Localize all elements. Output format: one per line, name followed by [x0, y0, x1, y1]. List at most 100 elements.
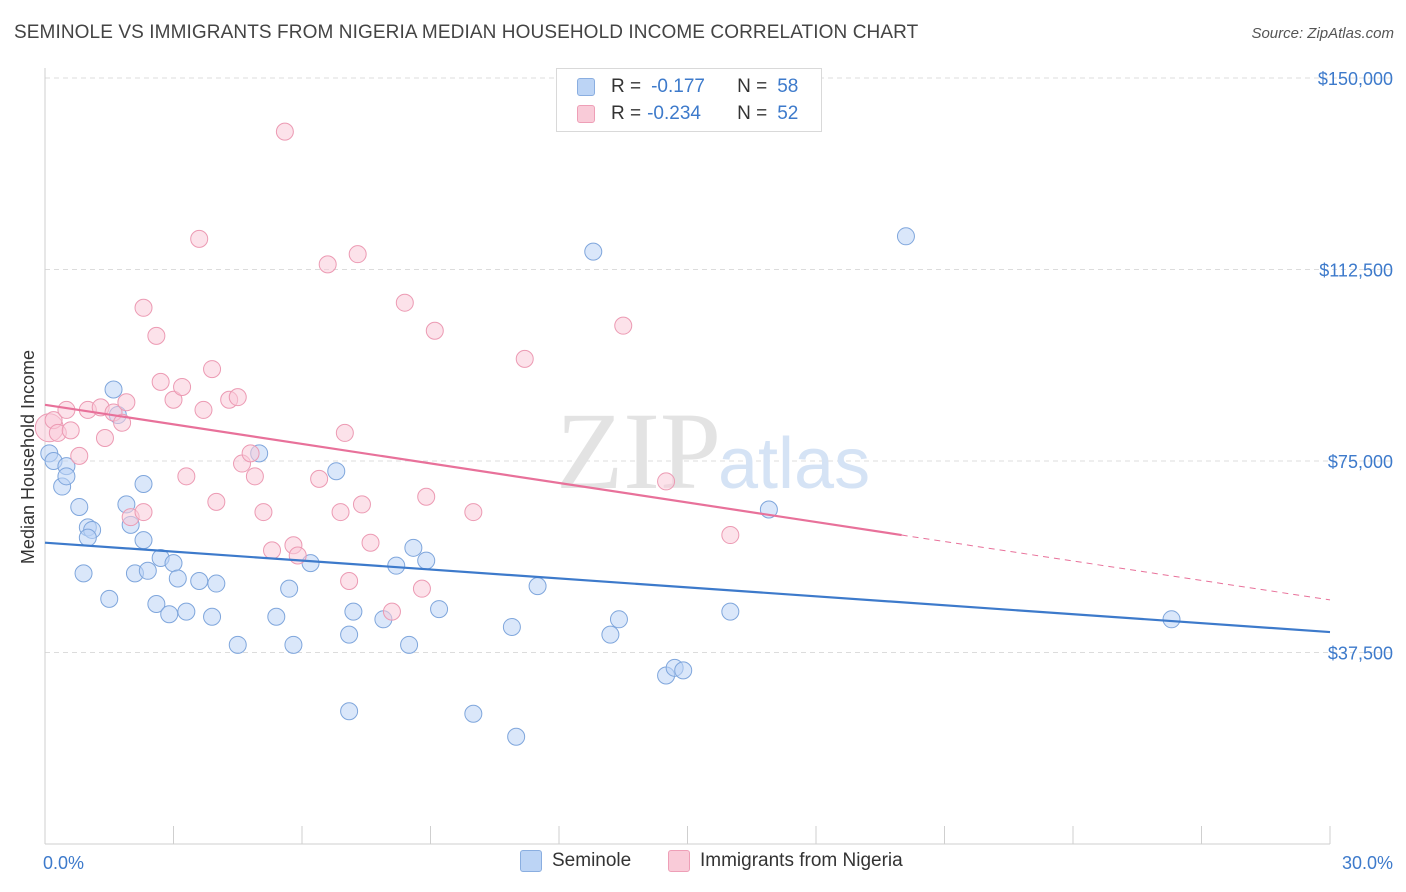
- nigeria-point: [70, 446, 89, 465]
- legend-r-value: -0.177: [651, 76, 705, 97]
- data-points: [34, 122, 1181, 746]
- series-legend: Seminole Immigrants from Nigeria: [0, 850, 1406, 878]
- nigeria-point: [245, 467, 264, 486]
- nigeria-point: [263, 541, 282, 560]
- nigeria-point: [203, 360, 222, 379]
- seminole-point: [228, 635, 247, 654]
- seminole-point: [721, 602, 740, 621]
- chart-title: SEMINOLE VS IMMIGRANTS FROM NIGERIA MEDI…: [14, 22, 919, 43]
- legend-swatch-nigeria: [577, 105, 595, 123]
- nigeria-point: [275, 122, 294, 141]
- x-tick-label: 0.0%: [43, 853, 84, 873]
- nigeria-point: [395, 293, 414, 312]
- nigeria-point: [113, 413, 132, 432]
- nigeria-point: [361, 533, 380, 552]
- seminole-point: [502, 617, 521, 636]
- seminole-point: [134, 531, 153, 550]
- nigeria-trend-line: [44, 403, 902, 537]
- nigeria-point: [464, 503, 483, 522]
- nigeria-point: [382, 602, 401, 621]
- seminole-point: [78, 528, 97, 547]
- legend-swatch-seminole: [577, 78, 595, 96]
- y-tick-labels: $37,500 $75,000 $112,500 $150,000: [1318, 69, 1393, 664]
- legend-n-label: N =: [737, 103, 768, 124]
- seminole-point: [528, 577, 547, 596]
- seminole-point: [327, 462, 346, 481]
- nigeria-point: [164, 390, 183, 409]
- nigeria-point: [425, 321, 444, 340]
- seminole-point: [507, 727, 526, 746]
- seminole-point: [601, 625, 620, 644]
- seminole-point: [164, 554, 183, 573]
- legend-n-value: 58: [777, 76, 799, 97]
- series-legend-nigeria[interactable]: Immigrants from Nigeria: [668, 850, 903, 872]
- x-tick-labels: 0.0% 30.0%: [43, 853, 1393, 873]
- legend-n-label: N =: [737, 76, 768, 97]
- nigeria-point: [657, 472, 676, 491]
- nigeria-trend-extension: [901, 534, 1331, 601]
- seminole-point: [404, 538, 423, 557]
- seminole-point: [584, 242, 603, 261]
- nigeria-point: [310, 469, 329, 488]
- seminole-point: [104, 380, 123, 399]
- seminole-point: [134, 474, 153, 493]
- nigeria-point: [117, 393, 136, 412]
- legend-row-seminole: R = -0.177 N = 58: [577, 74, 798, 100]
- series-name-nigeria: Immigrants from Nigeria: [700, 850, 903, 871]
- seminole-point: [674, 661, 693, 680]
- series-name-seminole: Seminole: [552, 850, 632, 871]
- stats-legend: R = -0.177 N = 58 R = -0.234 N = 52: [556, 68, 822, 132]
- trend-lines: [44, 403, 1331, 634]
- seminole-point: [267, 607, 286, 626]
- nigeria-point: [335, 423, 354, 442]
- nigeria-point: [721, 526, 740, 545]
- nigeria-point: [318, 255, 337, 274]
- y-tick-label: $37,500: [1328, 644, 1393, 664]
- watermark-atlas: atlas: [718, 424, 870, 504]
- seminole-point: [430, 600, 449, 619]
- nigeria-point: [151, 372, 170, 391]
- watermark-zip: ZIP: [556, 390, 721, 512]
- nigeria-point: [177, 467, 196, 486]
- nigeria-point: [348, 245, 367, 264]
- seminole-point: [177, 602, 196, 621]
- seminole-point: [464, 704, 483, 723]
- seminole-point: [74, 564, 93, 583]
- seminole-point: [190, 572, 209, 591]
- nigeria-point: [61, 421, 80, 440]
- x-tick-label: 30.0%: [1342, 853, 1393, 873]
- y-tick-label: $150,000: [1318, 69, 1393, 89]
- seminole-point: [400, 635, 419, 654]
- seminole-point: [1162, 610, 1181, 629]
- nigeria-point: [352, 495, 371, 514]
- seminole-point: [609, 610, 628, 629]
- y-tick-label: $112,500: [1319, 261, 1393, 281]
- y-axis-label: Median Household Income: [18, 350, 38, 564]
- source-label: Source: ZipAtlas.com: [1251, 25, 1394, 42]
- nigeria-point: [95, 429, 114, 448]
- legend-row-nigeria: R = -0.234 N = 52: [577, 101, 798, 127]
- watermark: ZIP atlas: [556, 390, 870, 512]
- series-legend-seminole[interactable]: Seminole: [520, 850, 631, 872]
- nigeria-point: [340, 572, 359, 591]
- seminole-point: [340, 625, 359, 644]
- nigeria-point: [134, 298, 153, 317]
- nigeria-point: [331, 503, 350, 522]
- seminole-point: [138, 561, 157, 580]
- series-swatch-seminole: [520, 850, 542, 872]
- seminole-point: [70, 497, 89, 516]
- legend-r-label: R =: [611, 76, 642, 97]
- nigeria-point: [147, 326, 166, 345]
- seminole-point: [100, 589, 119, 608]
- seminole-point: [340, 702, 359, 721]
- nigeria-point: [173, 377, 192, 396]
- seminole-point: [284, 635, 303, 654]
- seminole-point: [147, 594, 166, 613]
- nigeria-point: [254, 503, 273, 522]
- legend-n-value: 52: [777, 103, 799, 124]
- legend-r-value: -0.234: [647, 103, 701, 124]
- nigeria-point: [207, 492, 226, 511]
- nigeria-point: [417, 487, 436, 506]
- legend-r-label: R =: [611, 103, 642, 124]
- nigeria-point: [241, 444, 260, 463]
